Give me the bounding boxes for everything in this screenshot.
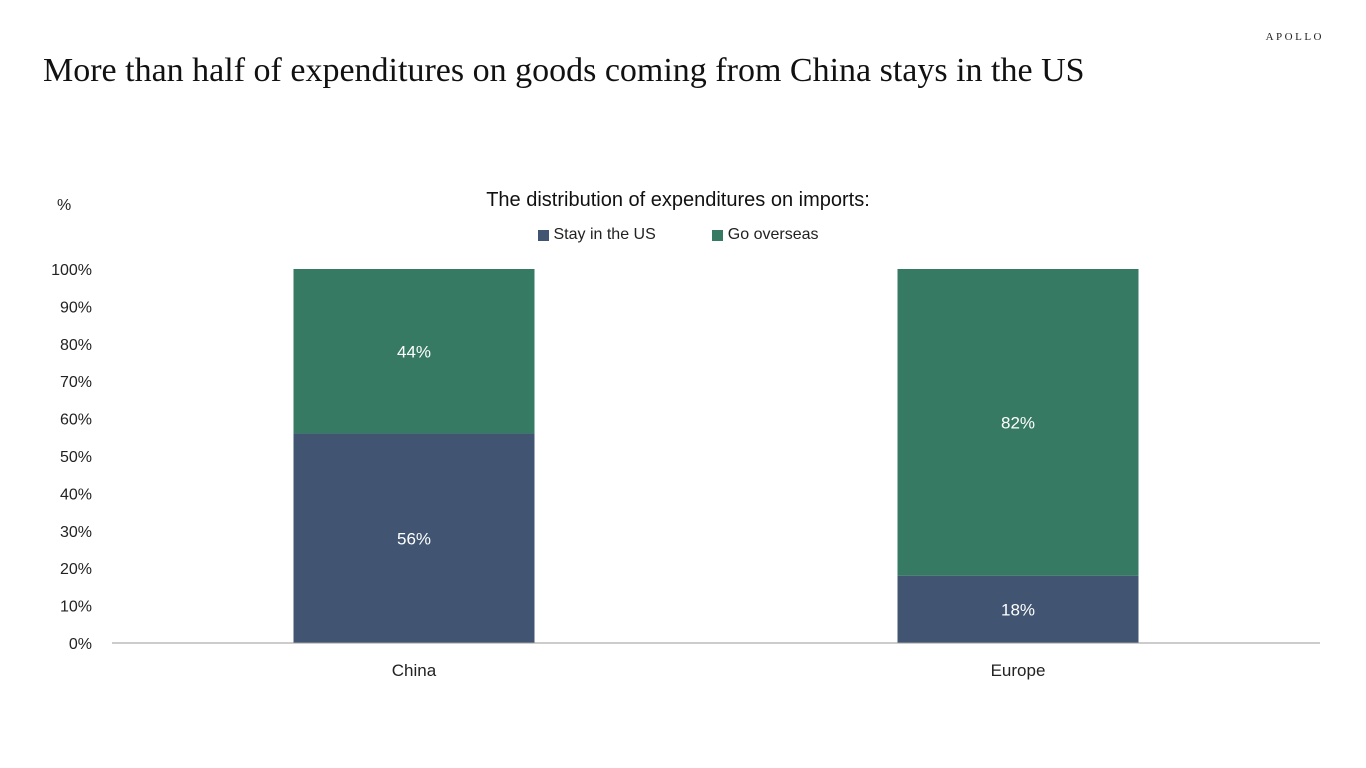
y-tick-label: 0% [69,636,92,653]
y-tick-label: 80% [60,337,92,354]
y-tick-label: 20% [60,561,92,578]
legend-swatch-go-overseas [711,229,723,241]
chart-title: The distribution of expenditures on impo… [486,189,870,211]
brand-logo: APOLLO [1265,31,1324,43]
data-label: 44% [397,342,431,361]
x-tick-label: Europe [991,661,1046,680]
y-tick-label: 90% [60,299,92,316]
legend-swatch-stay-in-us [537,229,549,241]
page-title: More than half of expenditures on goods … [43,52,1085,89]
data-label: 56% [397,529,431,548]
y-tick-label: 30% [60,524,92,541]
y-tick-label: 50% [60,449,92,466]
y-tick-label: 40% [60,486,92,503]
data-label: 82% [1001,413,1035,432]
legend-item-stay-in-us: Stay in the US [537,226,656,244]
y-tick-label: 70% [60,374,92,391]
bar-china-go-overseas [293,269,535,434]
bar-europe-go-overseas [897,269,1139,576]
y-tick-label: 10% [60,599,92,616]
data-label: 18% [1001,600,1035,619]
legend-label-stay-in-us: Stay in the US [553,226,656,243]
bar-europe-stay-in-the-us [897,575,1139,643]
x-tick-label: China [392,661,437,680]
y-tick-label: 60% [60,412,92,429]
bar-china-stay-in-the-us [293,433,535,643]
legend-label-go-overseas: Go overseas [727,226,819,243]
chart-legend: Stay in the US Go overseas [0,226,1356,244]
y-axis-unit-label: % [57,197,72,214]
y-tick-label: 100% [51,262,92,279]
legend-item-go-overseas: Go overseas [711,226,819,244]
